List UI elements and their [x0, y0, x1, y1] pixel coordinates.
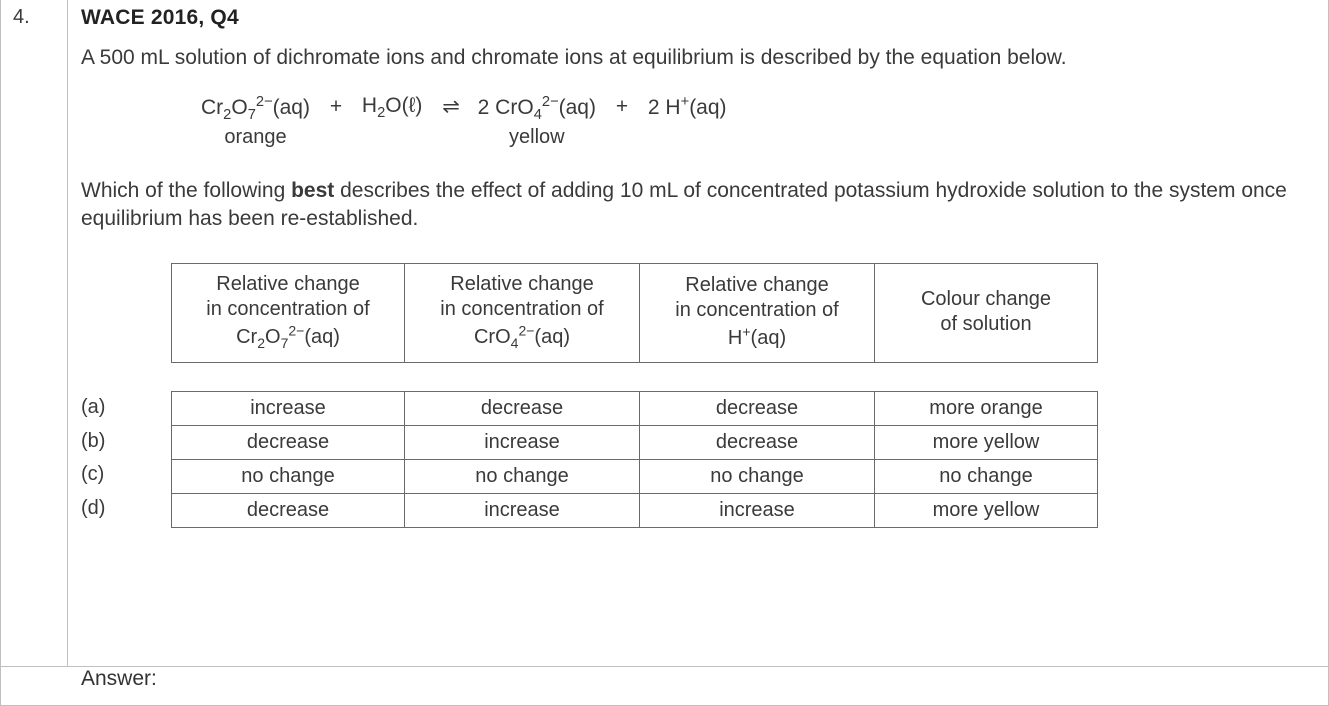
option-label-a: (a) [81, 391, 171, 425]
species-hplus: 2 H+(aq) [648, 94, 727, 122]
table-row: decrease increase decrease more yellow [172, 426, 1098, 460]
plus-sign: + [316, 95, 356, 119]
question-number: 4. [13, 6, 30, 29]
header-table: Relative change in concentration of Cr2O… [171, 263, 1098, 363]
header-cell: Relative change in concentration of CrO4… [405, 264, 640, 363]
table-row: no change no change no change no change [172, 460, 1098, 494]
cell: increase [172, 392, 405, 426]
equilibrium-arrow: ⇌ [428, 94, 472, 119]
species-dichromate: Cr2O72−(aq) orange [201, 94, 310, 148]
table-row: decrease increase increase more yellow [172, 494, 1098, 528]
cell: decrease [172, 426, 405, 460]
cell: no change [172, 460, 405, 494]
cell: more orange [875, 392, 1098, 426]
cell: more yellow [875, 426, 1098, 460]
cell: more yellow [875, 494, 1098, 528]
cell: increase [405, 426, 640, 460]
plus-sign: + [602, 95, 642, 119]
question-prompt: Which of the following best describes th… [81, 177, 1308, 234]
cell: decrease [405, 392, 640, 426]
cell: decrease [172, 494, 405, 528]
formula: H2O(ℓ) [362, 94, 422, 117]
answer-tables: Relative change in concentration of Cr2O… [171, 263, 1308, 528]
equation: Cr2O72−(aq) orange + H2O(ℓ) ⇌ 2 CrO42−(a… [201, 94, 1308, 148]
cell: decrease [640, 392, 875, 426]
table-row: increase decrease decrease more orange [172, 392, 1098, 426]
question-content: WACE 2016, Q4 A 500 mL solution of dichr… [81, 6, 1308, 528]
option-labels: (a) (b) (c) (d) [81, 391, 171, 525]
question-intro: A 500 mL solution of dichromate ions and… [81, 44, 1308, 72]
option-label-b: (b) [81, 425, 171, 459]
answer-label: Answer: [81, 667, 157, 691]
cell: no change [875, 460, 1098, 494]
option-label-c: (c) [81, 458, 171, 492]
species-water: H2O(ℓ) [362, 94, 422, 123]
header-cell: Colour change of solution [875, 264, 1098, 363]
cell: no change [405, 460, 640, 494]
table-header-row: Relative change in concentration of Cr2O… [172, 264, 1098, 363]
species-label: yellow [478, 126, 596, 149]
cell: increase [640, 494, 875, 528]
formula: Cr2O72−(aq) [201, 96, 310, 119]
cell: increase [405, 494, 640, 528]
horizontal-rule [1, 666, 1328, 667]
page: 4. WACE 2016, Q4 A 500 mL solution of di… [0, 0, 1329, 706]
cell: no change [640, 460, 875, 494]
vertical-rule [67, 0, 68, 667]
species-label: orange [201, 126, 310, 149]
species-chromate: 2 CrO42−(aq) yellow [478, 94, 596, 148]
options-row: (a) (b) (c) (d) increase decrease decrea… [171, 391, 1308, 528]
header-cell: Relative change in concentration of H+(a… [640, 264, 875, 363]
formula: 2 H+(aq) [648, 96, 727, 119]
question-source: WACE 2016, Q4 [81, 6, 1308, 30]
option-label-d: (d) [81, 492, 171, 526]
body-table: increase decrease decrease more orange d… [171, 391, 1098, 528]
cell: decrease [640, 426, 875, 460]
header-cell: Relative change in concentration of Cr2O… [172, 264, 405, 363]
formula: 2 CrO42−(aq) [478, 96, 596, 119]
